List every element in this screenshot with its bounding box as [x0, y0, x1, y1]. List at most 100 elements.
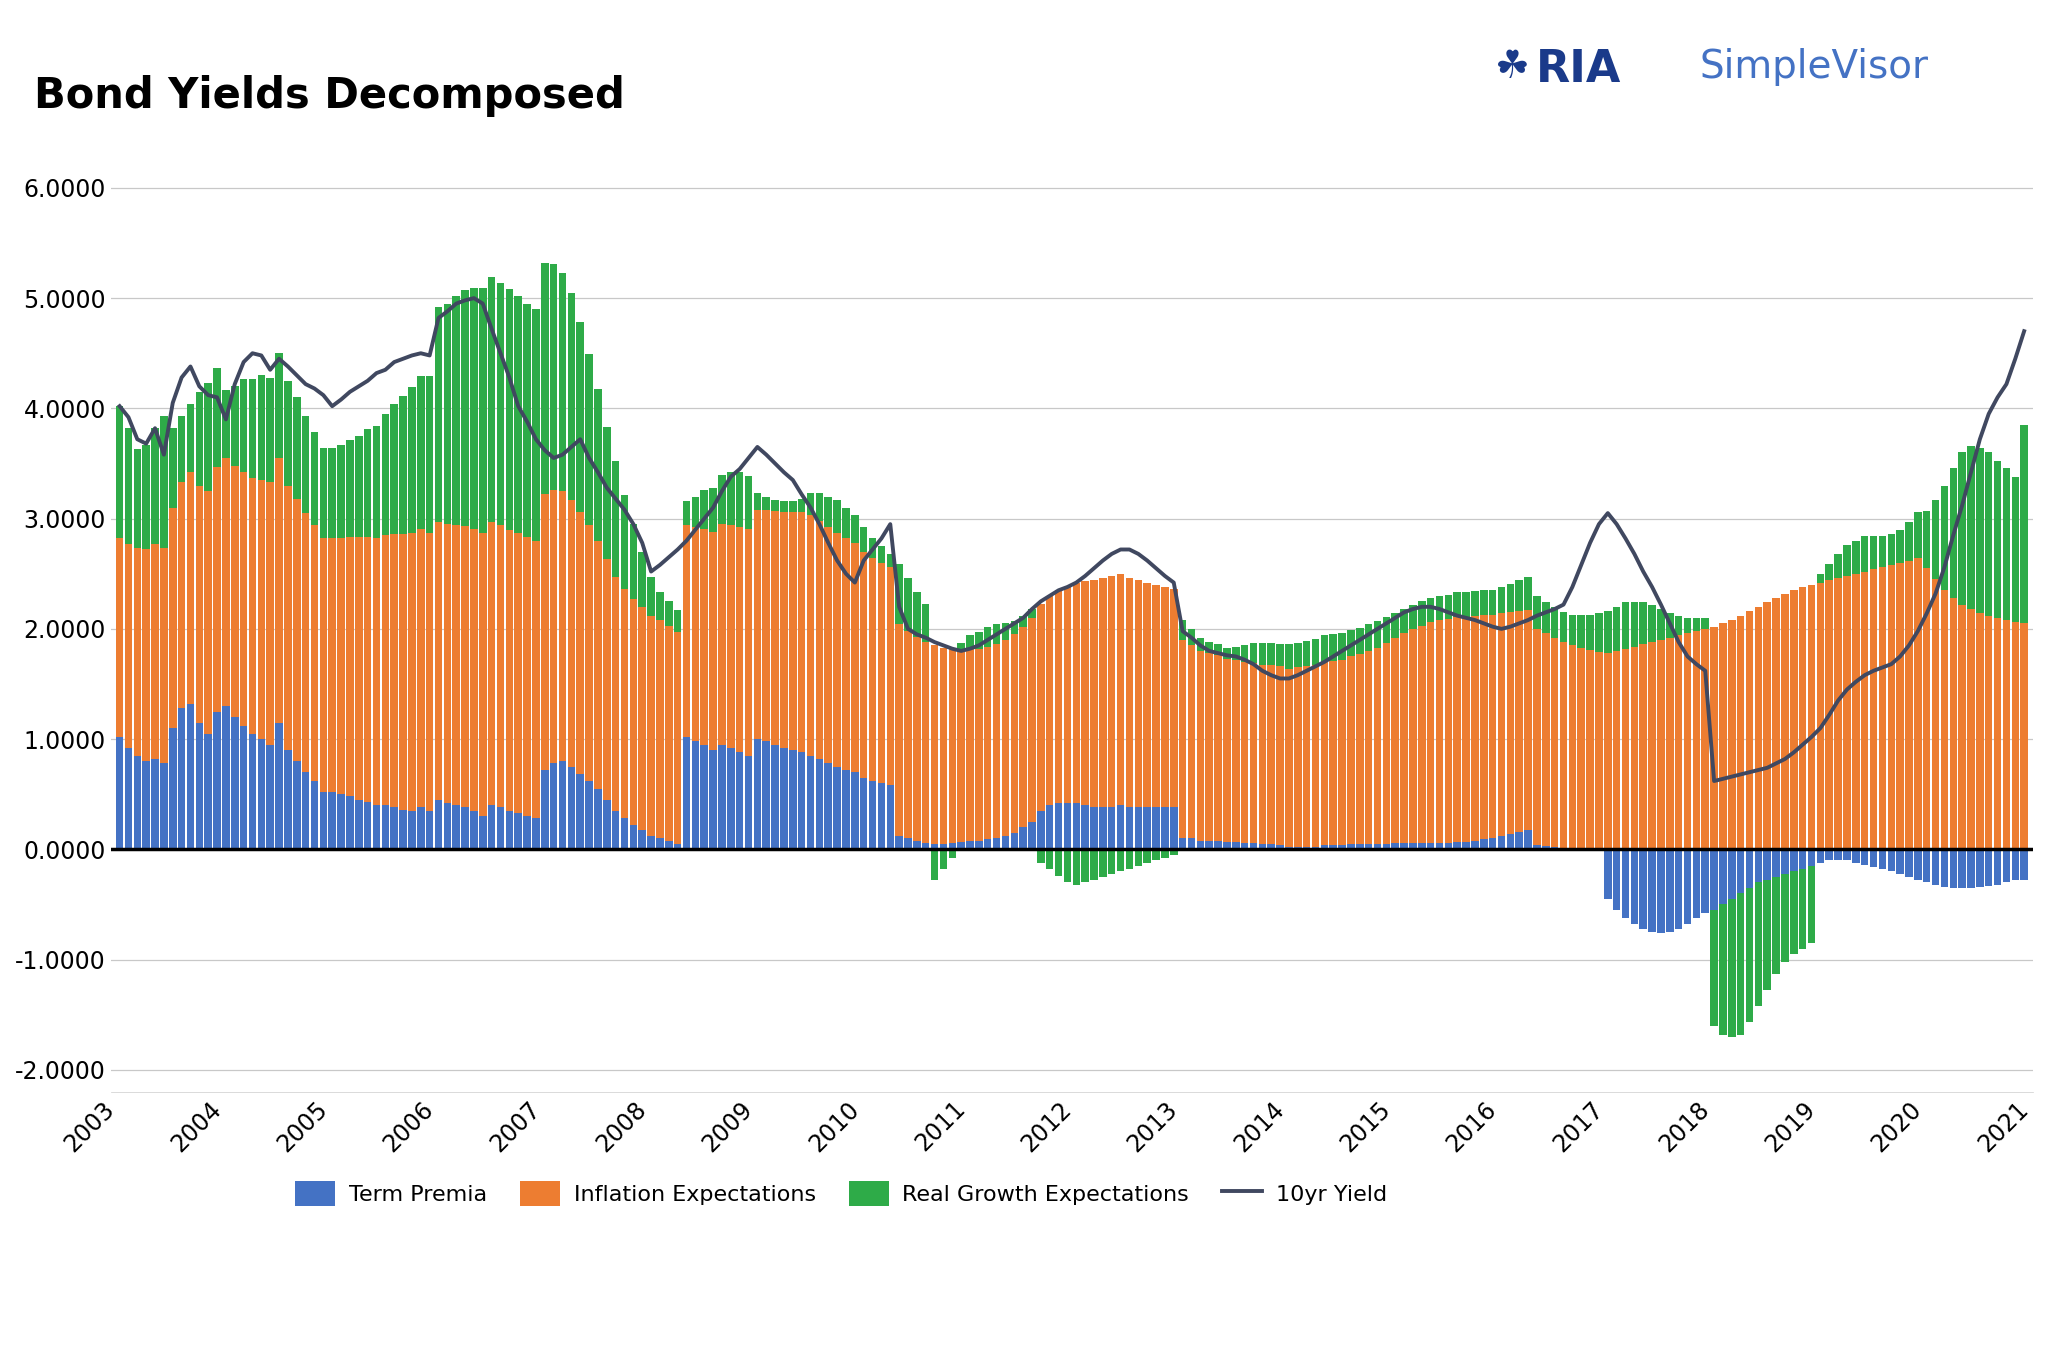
Bar [498, 807, 504, 850]
Bar [1534, 846, 1540, 850]
Bar [1276, 645, 1284, 667]
Bar [1851, 541, 1860, 574]
Bar [1587, 650, 1593, 848]
Bar [842, 770, 850, 850]
Bar [887, 785, 895, 850]
Bar [1055, 803, 1063, 850]
Bar [1481, 615, 1487, 840]
Bar [1790, 590, 1798, 850]
Bar [418, 529, 424, 807]
Bar [514, 813, 522, 850]
Bar [1100, 807, 1106, 850]
Bar [1755, 882, 1761, 1005]
Bar [922, 604, 930, 642]
Bar [1409, 605, 1417, 628]
Bar [1542, 602, 1550, 634]
Bar [735, 527, 743, 753]
Bar [205, 490, 211, 734]
Bar [1835, 553, 1841, 578]
Bar [1657, 609, 1665, 639]
Bar [956, 649, 965, 841]
Bar [1862, 537, 1868, 571]
Bar [575, 512, 584, 775]
Bar [461, 807, 469, 850]
Bar [240, 725, 248, 850]
Bar [905, 631, 911, 839]
Bar [1382, 643, 1391, 844]
Bar [1153, 585, 1159, 807]
Bar [2021, 425, 2028, 623]
Bar [1905, 560, 1913, 850]
Bar [541, 262, 549, 494]
Bar [1931, 500, 1939, 579]
Bar [913, 593, 922, 637]
Bar [1391, 638, 1399, 843]
Bar [1702, 628, 1708, 850]
Bar [1143, 582, 1151, 807]
Bar [1063, 850, 1071, 882]
Bar [479, 288, 487, 533]
Bar [1329, 846, 1337, 850]
Bar [285, 485, 291, 750]
Bar [799, 753, 805, 850]
Bar [1923, 568, 1931, 850]
Bar [956, 841, 965, 850]
Bar [1348, 630, 1354, 657]
Bar [1214, 840, 1223, 850]
Bar [532, 309, 541, 541]
Bar [983, 646, 991, 840]
Bar [1614, 652, 1620, 850]
Bar [506, 811, 514, 850]
Bar [1640, 602, 1647, 645]
Bar [1942, 590, 1948, 850]
Bar [948, 843, 956, 850]
Bar [1126, 807, 1133, 850]
Bar [365, 802, 371, 850]
Bar [745, 529, 752, 755]
Bar [248, 478, 256, 734]
Bar [365, 537, 371, 802]
Bar [311, 432, 317, 526]
Bar [399, 534, 408, 810]
Bar [152, 759, 160, 850]
Bar [868, 538, 877, 559]
Bar [1462, 841, 1470, 850]
Bar [1427, 623, 1434, 843]
Bar [514, 296, 522, 533]
Bar [1825, 850, 1833, 861]
Bar [879, 783, 885, 850]
Bar [1915, 850, 1921, 880]
Bar [1010, 622, 1018, 634]
Bar [311, 526, 317, 781]
Bar [319, 448, 328, 538]
Bar [1507, 612, 1513, 833]
Bar [1135, 850, 1143, 866]
Bar [143, 549, 150, 761]
Bar [1143, 807, 1151, 850]
Bar [975, 632, 983, 649]
Bar [248, 734, 256, 850]
Bar [586, 526, 592, 781]
Bar [1294, 847, 1303, 850]
Bar [1675, 850, 1681, 929]
Bar [221, 458, 229, 706]
Bar [1063, 803, 1071, 850]
Bar [1675, 616, 1681, 635]
Bar [895, 564, 903, 624]
Bar [1135, 807, 1143, 850]
Bar [762, 742, 770, 850]
Bar [178, 708, 186, 850]
Bar [1507, 583, 1513, 612]
Bar [1206, 840, 1212, 850]
Bar [1329, 661, 1337, 846]
Bar [772, 511, 778, 744]
Bar [1417, 601, 1425, 626]
Bar [1409, 628, 1417, 843]
Bar [213, 367, 221, 467]
Bar [1268, 643, 1276, 665]
Bar [1444, 619, 1452, 843]
Bar [1968, 850, 1974, 888]
Bar [1417, 626, 1425, 843]
Bar [373, 538, 381, 806]
Text: Bond Yields Decomposed: Bond Yields Decomposed [35, 75, 625, 117]
